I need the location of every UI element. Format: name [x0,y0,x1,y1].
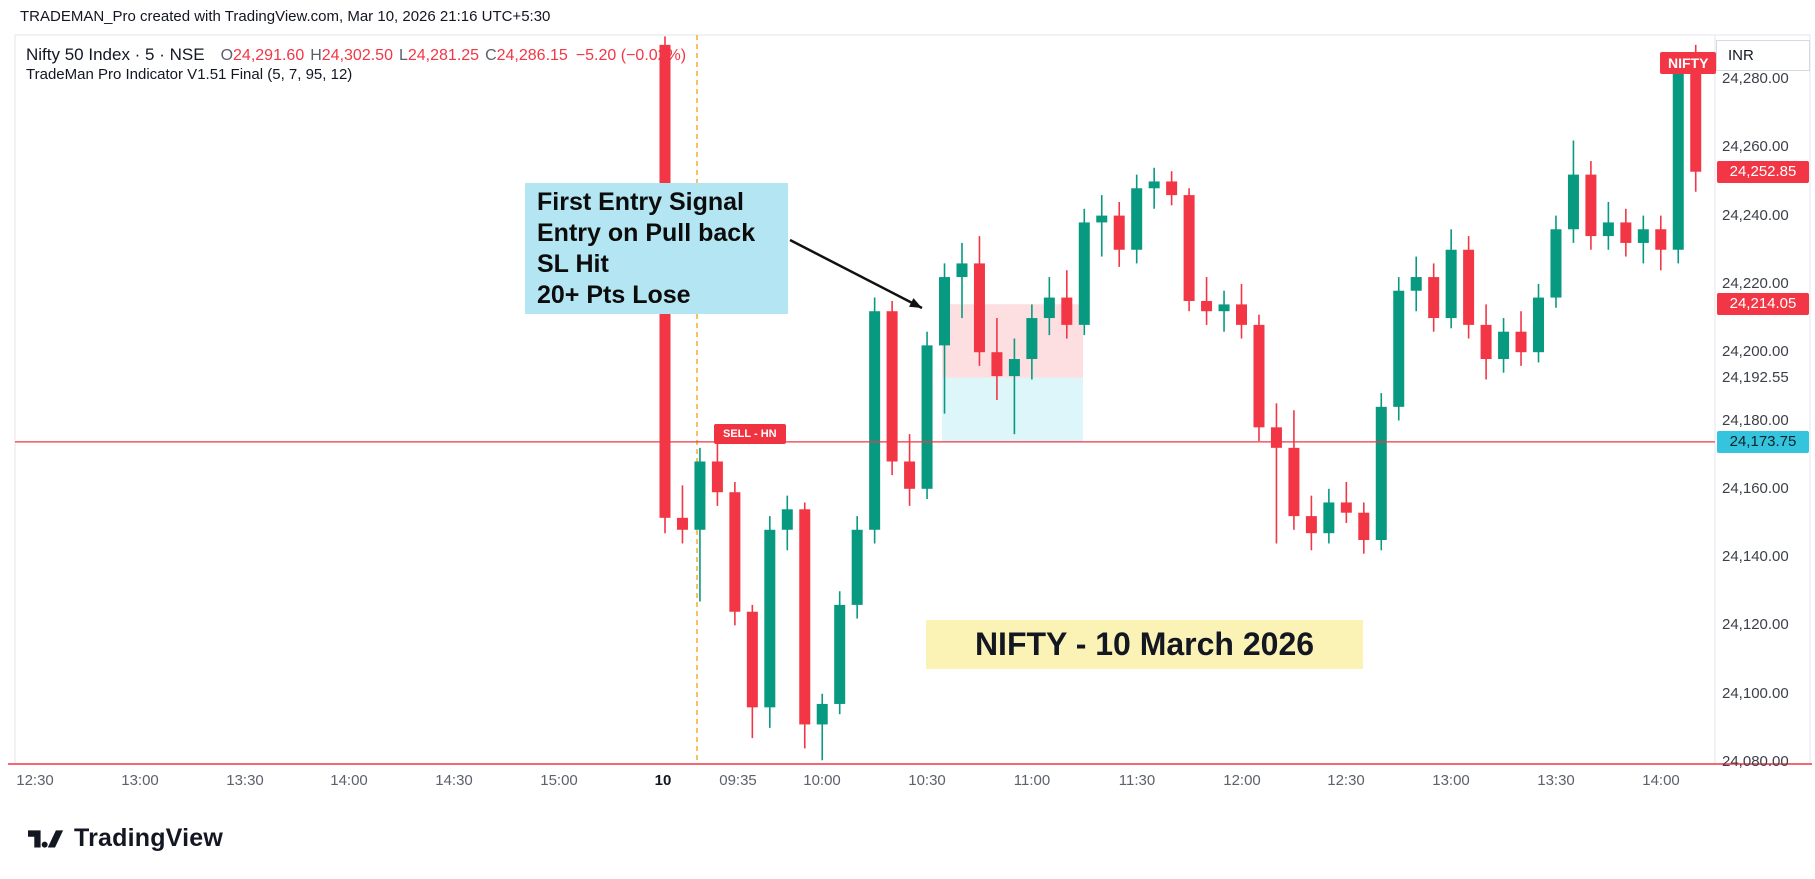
candle-body [799,509,811,725]
sell-signal-badge: SELL - HN [714,424,786,444]
candle-body [694,461,706,530]
candle-body [1026,318,1038,360]
candle-body [1463,249,1475,325]
candle-body [886,311,898,462]
candle-body [1445,249,1457,319]
note-line: 20+ Pts Lose [537,281,691,309]
candle-body [1236,304,1248,325]
candle-body [1096,215,1108,223]
candle-body [1288,447,1300,517]
candle-body [1218,304,1230,312]
candle-body [939,277,951,346]
annotation-date-label[interactable]: NIFTY - 10 March 2026 [926,620,1363,669]
candle-body [1166,181,1178,196]
candle-body [1078,222,1090,325]
candle-body [1061,297,1073,325]
candle-body [1305,516,1317,534]
candle-body [1183,195,1195,301]
candle-body [973,263,985,353]
candle-body [1375,406,1387,541]
candle-body [1113,215,1125,250]
candle-body [1131,188,1143,250]
close-value: 24,286.15 [496,47,568,64]
candle-body [1270,427,1282,448]
annotation-arrow[interactable] [789,238,923,310]
candle-body [1515,331,1527,353]
candle-body [1410,277,1422,291]
candle-body [781,509,793,530]
symbol-axis-badge: NIFTY [1660,52,1717,74]
candle-body [1620,222,1632,243]
candle-body [834,604,846,704]
candle-body [904,461,916,489]
open-label: O [220,47,234,64]
note-line: SL Hit [537,250,609,278]
open-value: 24,291.60 [233,47,305,64]
candle-body [1148,181,1160,189]
tradingview-logo-text: TradingView [74,824,224,852]
currency-label[interactable]: INR [1716,40,1810,71]
tradingview-footer[interactable]: TradingView [28,824,223,853]
symbol-title[interactable]: Nifty 50 Index · 5 · NSE [26,45,205,64]
candle-body [1201,300,1213,312]
chart-legend[interactable]: Nifty 50 Index · 5 · NSE O24,291.60 H24,30… [26,44,686,67]
candle-body [676,517,688,530]
candle-body [851,529,863,605]
candle-body [1655,229,1667,250]
candle-body [921,345,933,489]
close-label: C [485,47,497,64]
low-label: L [398,47,408,64]
high-value: 24,302.50 [321,47,393,64]
watermark-header: TRADEMAN_Pro created with TradingView.co… [20,8,551,25]
note-line: First Entry Signal [537,188,744,216]
indicator-title[interactable]: TradeMan Pro Indicator V1.51 Final (5, 7… [26,66,353,83]
annotation-arrowhead [909,298,922,308]
candle-body [729,492,741,612]
note-line: Entry on Pull back [537,219,756,247]
candle-body [1690,72,1702,172]
candle-body [1637,229,1649,243]
candle-body [1672,72,1684,250]
candle-body [869,311,881,530]
low-value: 24,281.25 [407,47,480,64]
candle-body [1358,512,1370,541]
signal-zone[interactable] [942,377,1083,442]
candle-body [1567,174,1579,230]
chart-border [14,34,1811,765]
candle-body [764,529,776,708]
candle-body [1498,331,1510,360]
candle-body [1393,290,1405,407]
candle-body [1008,359,1020,377]
candle-body [1533,297,1544,353]
candle-body [991,352,1003,377]
change-value: −5.20 (−0.02%) [575,47,687,64]
tradingview-logo-icon [28,830,64,848]
candle-body [711,461,723,493]
candle-body [1253,324,1265,428]
annotation-note-box[interactable]: First Entry Signal Entry on Pull back SL… [525,183,788,314]
candle-body [1480,324,1492,360]
candle-body [1585,174,1597,237]
candle-body [956,263,968,278]
candle-body [1550,229,1562,298]
candle-body [816,703,828,725]
candle-body [1043,297,1055,319]
candle-body [746,611,758,708]
candle-body [1340,502,1352,513]
candle-body [1602,222,1614,237]
high-label: H [310,47,322,64]
candle-body [1323,502,1335,534]
candle-body [1428,277,1440,319]
